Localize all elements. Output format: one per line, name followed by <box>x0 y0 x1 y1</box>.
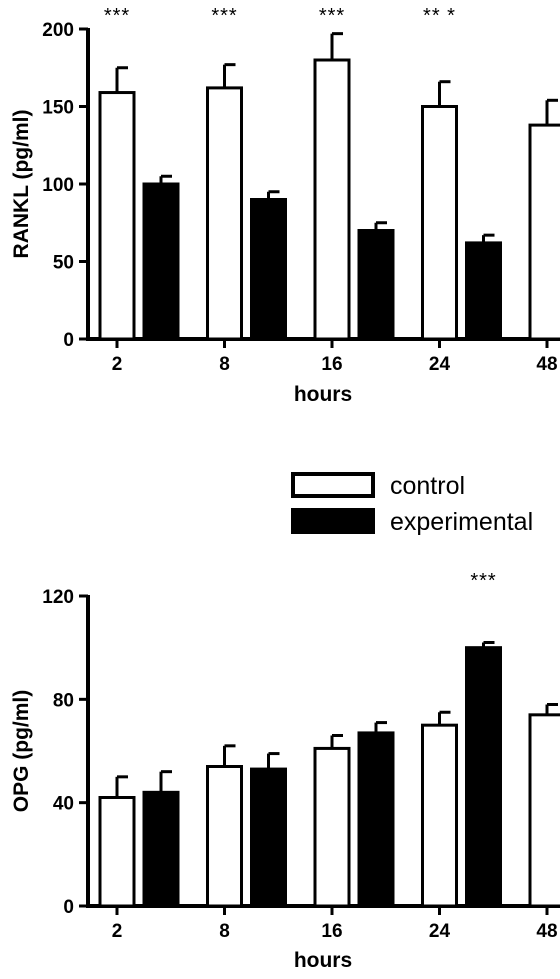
y-tick-label: 0 <box>63 330 74 351</box>
x-tick-label: 48 <box>536 921 557 942</box>
bar-control <box>528 713 560 908</box>
y-axis-title: RANKL (pg/ml) <box>10 110 33 259</box>
x-tick-label: 8 <box>219 921 230 942</box>
x-tick-label: 24 <box>429 354 451 375</box>
bar-experimental <box>357 731 395 908</box>
significance-marker: *** <box>470 570 496 592</box>
bar-experimental <box>142 182 180 341</box>
y-tick-label: 0 <box>63 897 74 918</box>
x-axis-title: hours <box>294 383 352 406</box>
bar-experimental <box>357 229 395 341</box>
x-tick-label: 48 <box>536 354 557 375</box>
legend-swatch-control <box>291 472 375 498</box>
legend-swatch-experimental <box>291 508 375 534</box>
y-tick-label: 80 <box>53 690 74 711</box>
x-tick-label: 16 <box>321 354 342 375</box>
bar-control <box>421 105 458 341</box>
bar-control <box>98 91 136 341</box>
legend-label-control: control <box>390 472 465 500</box>
significance-marker: *** <box>104 5 130 27</box>
bar-experimental <box>142 790 180 908</box>
y-tick-label: 150 <box>42 98 74 119</box>
y-axis-title: OPG (pg/ml) <box>10 690 33 813</box>
bar-experimental <box>465 646 502 908</box>
bar-experimental <box>465 241 502 341</box>
x-tick-label: 24 <box>429 921 451 942</box>
x-axis-title: hours <box>294 949 352 972</box>
y-tick-label: 40 <box>53 794 74 815</box>
x-tick-label: 2 <box>112 354 123 375</box>
bar-control <box>313 58 351 341</box>
y-tick-label: 120 <box>42 587 74 608</box>
x-tick-label: 2 <box>112 921 123 942</box>
y-tick-label: 200 <box>42 20 74 41</box>
significance-marker: ** * <box>423 5 456 27</box>
bar-experimental <box>250 198 287 341</box>
rankl-chart: 0 50 100 150 200 2 *** 8 *** 16 *** 24 ** * 48 hours RA… <box>10 5 560 406</box>
bar-control <box>98 796 136 908</box>
y-tick-label: 100 <box>42 175 74 196</box>
bar-control <box>206 765 243 908</box>
significance-marker: *** <box>211 5 237 27</box>
bar-control <box>313 746 351 908</box>
significance-marker: *** <box>319 5 345 27</box>
x-tick-label: 16 <box>321 921 342 942</box>
bar-control <box>421 723 458 908</box>
bar-control <box>206 86 243 341</box>
bar-experimental <box>250 767 287 908</box>
x-tick-label: 8 <box>219 354 230 375</box>
y-tick-label: 50 <box>53 253 74 274</box>
bar-control <box>528 123 560 341</box>
legend: control experimental <box>291 472 533 536</box>
legend-label-experimental: experimental <box>390 508 533 536</box>
